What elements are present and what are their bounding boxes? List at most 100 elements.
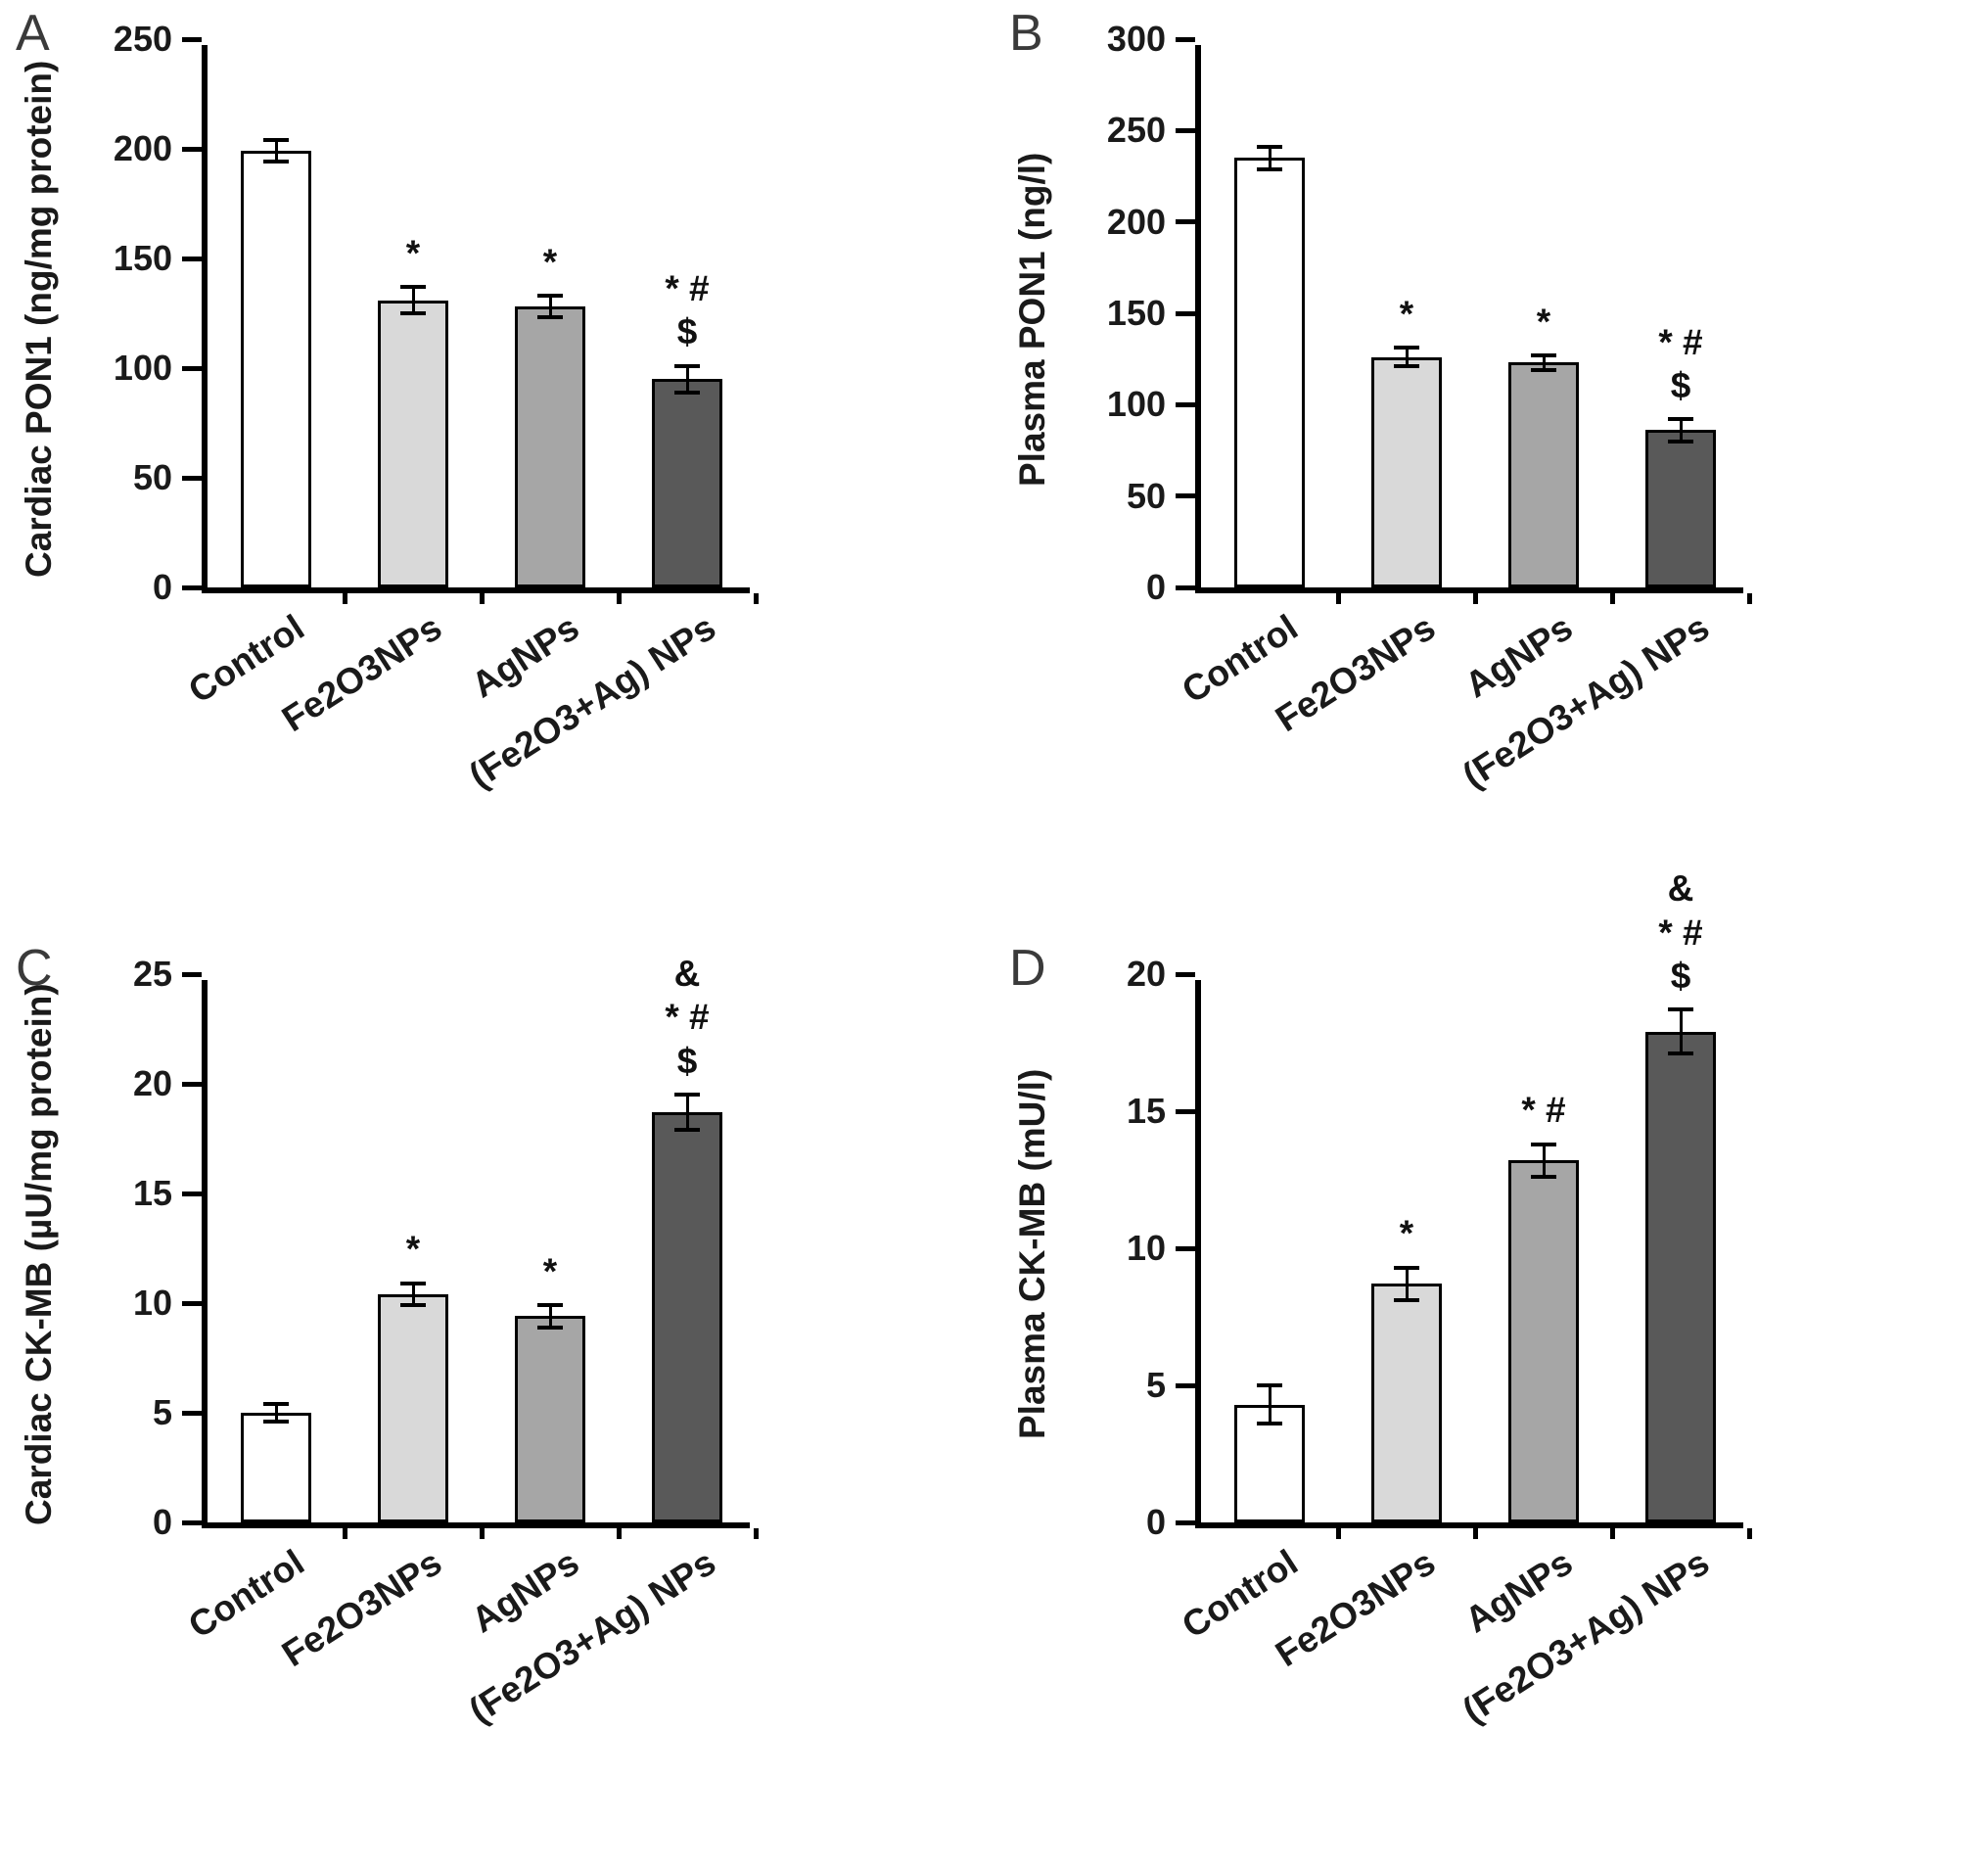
error-bar-cap	[1531, 1142, 1556, 1146]
error-bar-cap	[1257, 145, 1282, 150]
error-bar-cap	[1257, 166, 1282, 171]
error-bar-cap	[674, 390, 700, 395]
y-tick-mark	[182, 1191, 202, 1196]
y-tick-mark	[182, 146, 202, 152]
error-bar-cap	[1668, 1051, 1693, 1056]
bar	[1645, 1031, 1716, 1522]
error-bar-cap	[674, 363, 700, 368]
x-tick-mark	[1746, 593, 1752, 604]
error-bar-cap	[400, 285, 426, 290]
y-tick-label: 5	[152, 1392, 172, 1432]
bar	[1234, 1404, 1305, 1522]
error-bar	[1405, 348, 1409, 367]
y-tick-label: 300	[1106, 19, 1166, 59]
y-tick-label: 50	[132, 457, 172, 497]
error-bar-cap	[400, 1281, 426, 1285]
error-bar	[548, 1305, 552, 1328]
bar	[652, 379, 722, 587]
chart-panel-d: D Plasma CK-MB (mU/l) 0 5 10 15 20 Control * Fe…	[994, 868, 1988, 1869]
x-tick-mark	[342, 1528, 347, 1539]
chart-panel-b: B Plasma PON1 (ng/l) 0 50 100 150 200 250 300 C…	[994, 0, 1988, 935]
y-tick-label: 100	[113, 348, 172, 388]
y-tick-mark	[182, 1081, 202, 1087]
chart-panel-a: A Cardiac PON1 (ng/mg protein) 0 50 100 150…	[0, 0, 994, 935]
error-bar-cap	[537, 294, 563, 299]
significance-annotation: *	[405, 232, 421, 273]
y-tick-mark	[182, 1410, 202, 1416]
y-tick-mark	[1176, 1382, 1195, 1388]
x-tick-label: (Fe2O3+Ag) NPs	[1455, 607, 1717, 796]
error-bar	[685, 1095, 689, 1131]
y-tick-label: 20	[1126, 954, 1166, 994]
x-tick-label: AgNPs	[464, 1542, 586, 1641]
error-bar-cap	[1394, 346, 1419, 350]
panel-letter: C	[16, 940, 53, 997]
error-bar	[1542, 1144, 1546, 1178]
bar	[241, 151, 311, 587]
y-tick-label: 25	[132, 954, 172, 994]
error-bar-cap	[263, 138, 289, 143]
x-tick-mark	[479, 593, 485, 604]
x-tick-mark	[1335, 1528, 1341, 1539]
bar	[378, 300, 448, 587]
significance-annotation: *	[1536, 301, 1551, 342]
significance-annotation: *	[1399, 1213, 1414, 1254]
y-tick-label: 200	[1106, 201, 1166, 242]
y-tick-mark	[182, 256, 202, 261]
error-bar-cap	[1257, 1383, 1282, 1387]
bar	[515, 1316, 585, 1522]
significance-annotation: *	[542, 241, 558, 282]
y-tick-mark	[1176, 219, 1195, 225]
y-axis-title: Cardiac CK-MB (µU/mg protein)	[19, 983, 59, 1525]
y-tick-label: 250	[113, 19, 172, 59]
y-tick-mark	[182, 584, 202, 590]
x-tick-mark	[1335, 593, 1341, 604]
x-tick-mark	[479, 1528, 485, 1539]
error-bar-cap	[1531, 352, 1556, 357]
error-bar-cap	[537, 315, 563, 320]
error-bar	[1405, 1267, 1409, 1301]
significance-annotation: * # $	[1658, 321, 1703, 405]
x-tick-mark	[616, 1528, 622, 1539]
bar	[515, 306, 585, 587]
error-bar-cap	[674, 1093, 700, 1098]
error-bar-cap	[400, 311, 426, 315]
y-tick-label: 50	[1126, 475, 1166, 516]
y-tick-label: 15	[132, 1173, 172, 1213]
y-axis-title: Cardiac PON1 (ng/mg protein)	[19, 60, 59, 579]
x-tick-label: (Fe2O3+Ag) NPs	[461, 607, 723, 796]
x-tick-mark	[1609, 1528, 1615, 1539]
x-tick-mark	[1472, 1528, 1478, 1539]
error-bar	[685, 365, 689, 393]
error-bar	[1268, 147, 1271, 169]
significance-annotation: *	[1399, 294, 1414, 335]
error-bar-cap	[1394, 364, 1419, 369]
y-tick-label: 0	[1145, 567, 1166, 607]
plot-area: 0 50 100 150 200 250 300 Control * Fe2O3NPs * AgNPs…	[1107, 21, 1752, 796]
error-bar	[411, 287, 415, 313]
error-bar-cap	[263, 1402, 289, 1407]
plot-area: 0 5 10 15 20 Control * Fe2O3NPs * # AgNPs & * # $(…	[1127, 868, 1752, 1731]
x-tick-mark	[753, 593, 759, 604]
bar	[1508, 362, 1579, 587]
y-tick-mark	[1176, 1519, 1195, 1525]
y-tick-label: 0	[1145, 1502, 1166, 1542]
y-tick-mark	[1176, 401, 1195, 407]
x-tick-mark	[616, 593, 622, 604]
x-tick-mark	[1472, 593, 1478, 604]
y-tick-label: 10	[1126, 1228, 1166, 1268]
y-tick-label: 5	[1145, 1365, 1166, 1405]
error-bar-cap	[263, 1419, 289, 1424]
error-bar-cap	[1394, 1265, 1419, 1270]
bar	[1371, 356, 1442, 587]
error-bar-cap	[537, 1325, 563, 1330]
y-tick-mark	[182, 365, 202, 371]
error-bar	[1268, 1385, 1271, 1425]
y-tick-label: 0	[152, 567, 172, 607]
significance-annotation: *	[405, 1229, 421, 1270]
y-axis-title: Plasma PON1 (ng/l)	[1012, 152, 1052, 487]
y-tick-mark	[1176, 310, 1195, 316]
bar	[378, 1294, 448, 1522]
x-tick-mark	[342, 593, 347, 604]
error-bar-cap	[1531, 367, 1556, 372]
